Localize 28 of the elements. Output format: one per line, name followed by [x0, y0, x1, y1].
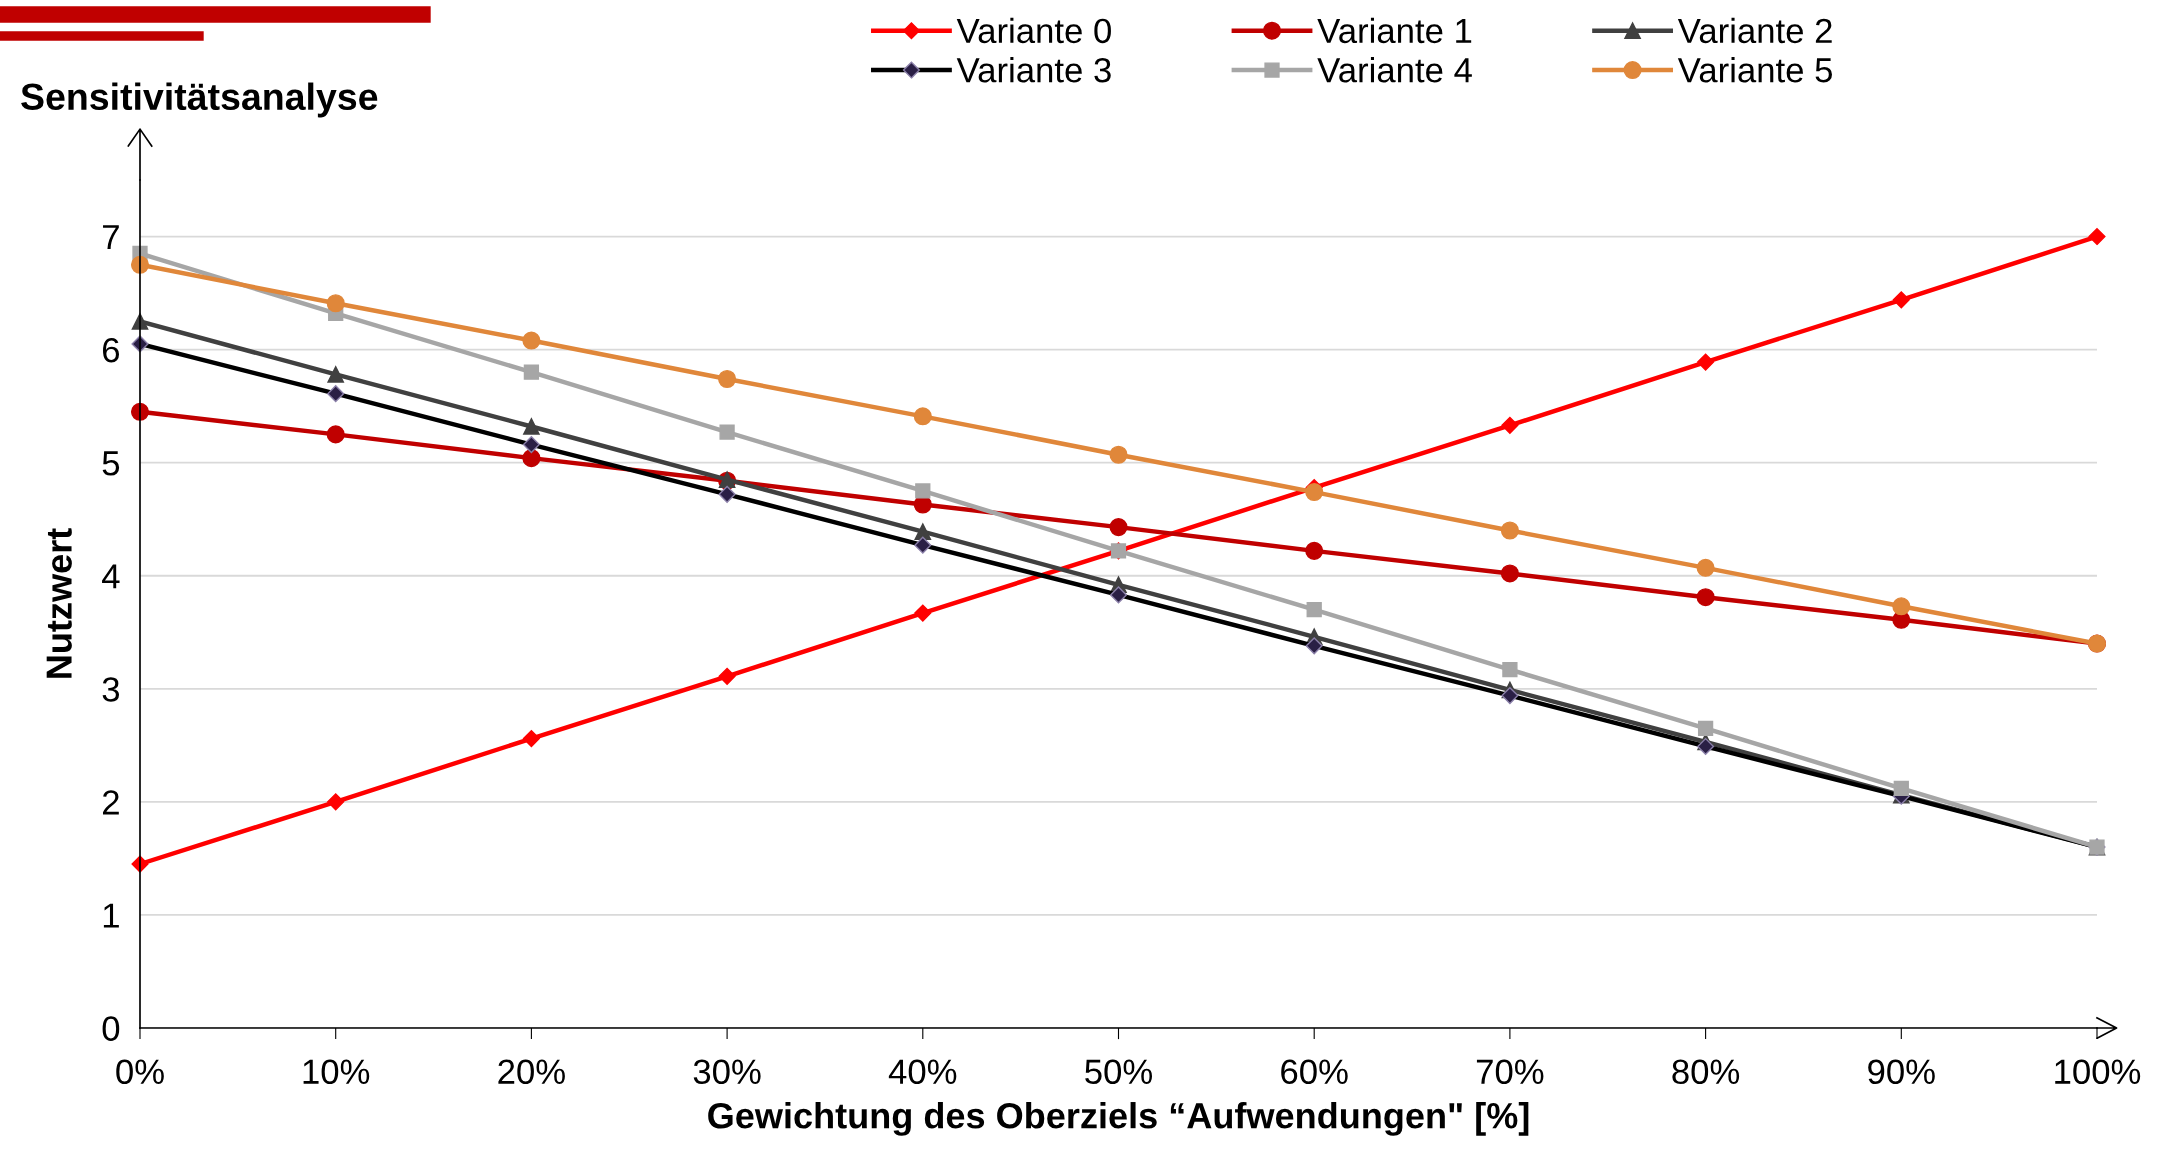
y-tick-label: 4: [102, 564, 120, 589]
x-tick-label: 90%: [1868, 1059, 1935, 1085]
x-tick-label: 70%: [1476, 1059, 1544, 1085]
y-tick-label: 0: [102, 1016, 120, 1041]
legend-label: Variante 3: [956, 57, 1111, 83]
x-tick-label: 10%: [303, 1059, 370, 1085]
y-axis-title: Nutzwert: [46, 528, 72, 678]
legend-label: Variante 1: [1317, 17, 1472, 44]
x-tick-label: 0%: [116, 1059, 164, 1085]
x-tick-label: 60%: [1281, 1059, 1348, 1085]
legend-label: Variante 4: [1317, 57, 1472, 83]
x-tick-label: 20%: [498, 1059, 565, 1085]
x-axis-title: Gewichtung des Oberziels “Aufwendungen" [%]: [708, 1102, 1529, 1136]
y-tick-label: 7: [103, 225, 119, 250]
legend-label: Variante 5: [1677, 57, 1832, 83]
y-tick-label: 3: [102, 677, 120, 702]
y-tick-label: 1: [103, 903, 119, 928]
x-tick-label: 50%: [1085, 1059, 1153, 1085]
chart-title: Sensitivitätsanalyse: [21, 82, 378, 118]
y-tick-label: 5: [102, 451, 120, 476]
x-tick-label: 100%: [2055, 1059, 2141, 1085]
x-tick-label: 80%: [1672, 1059, 1740, 1085]
legend-label: Variante 0: [956, 17, 1111, 44]
legend-label: Variante 2: [1677, 17, 1832, 44]
x-tick-label: 40%: [888, 1059, 957, 1085]
y-tick-label: 6: [103, 337, 120, 363]
y-tick-label: 2: [102, 790, 119, 815]
x-tick-label: 30%: [693, 1059, 761, 1085]
